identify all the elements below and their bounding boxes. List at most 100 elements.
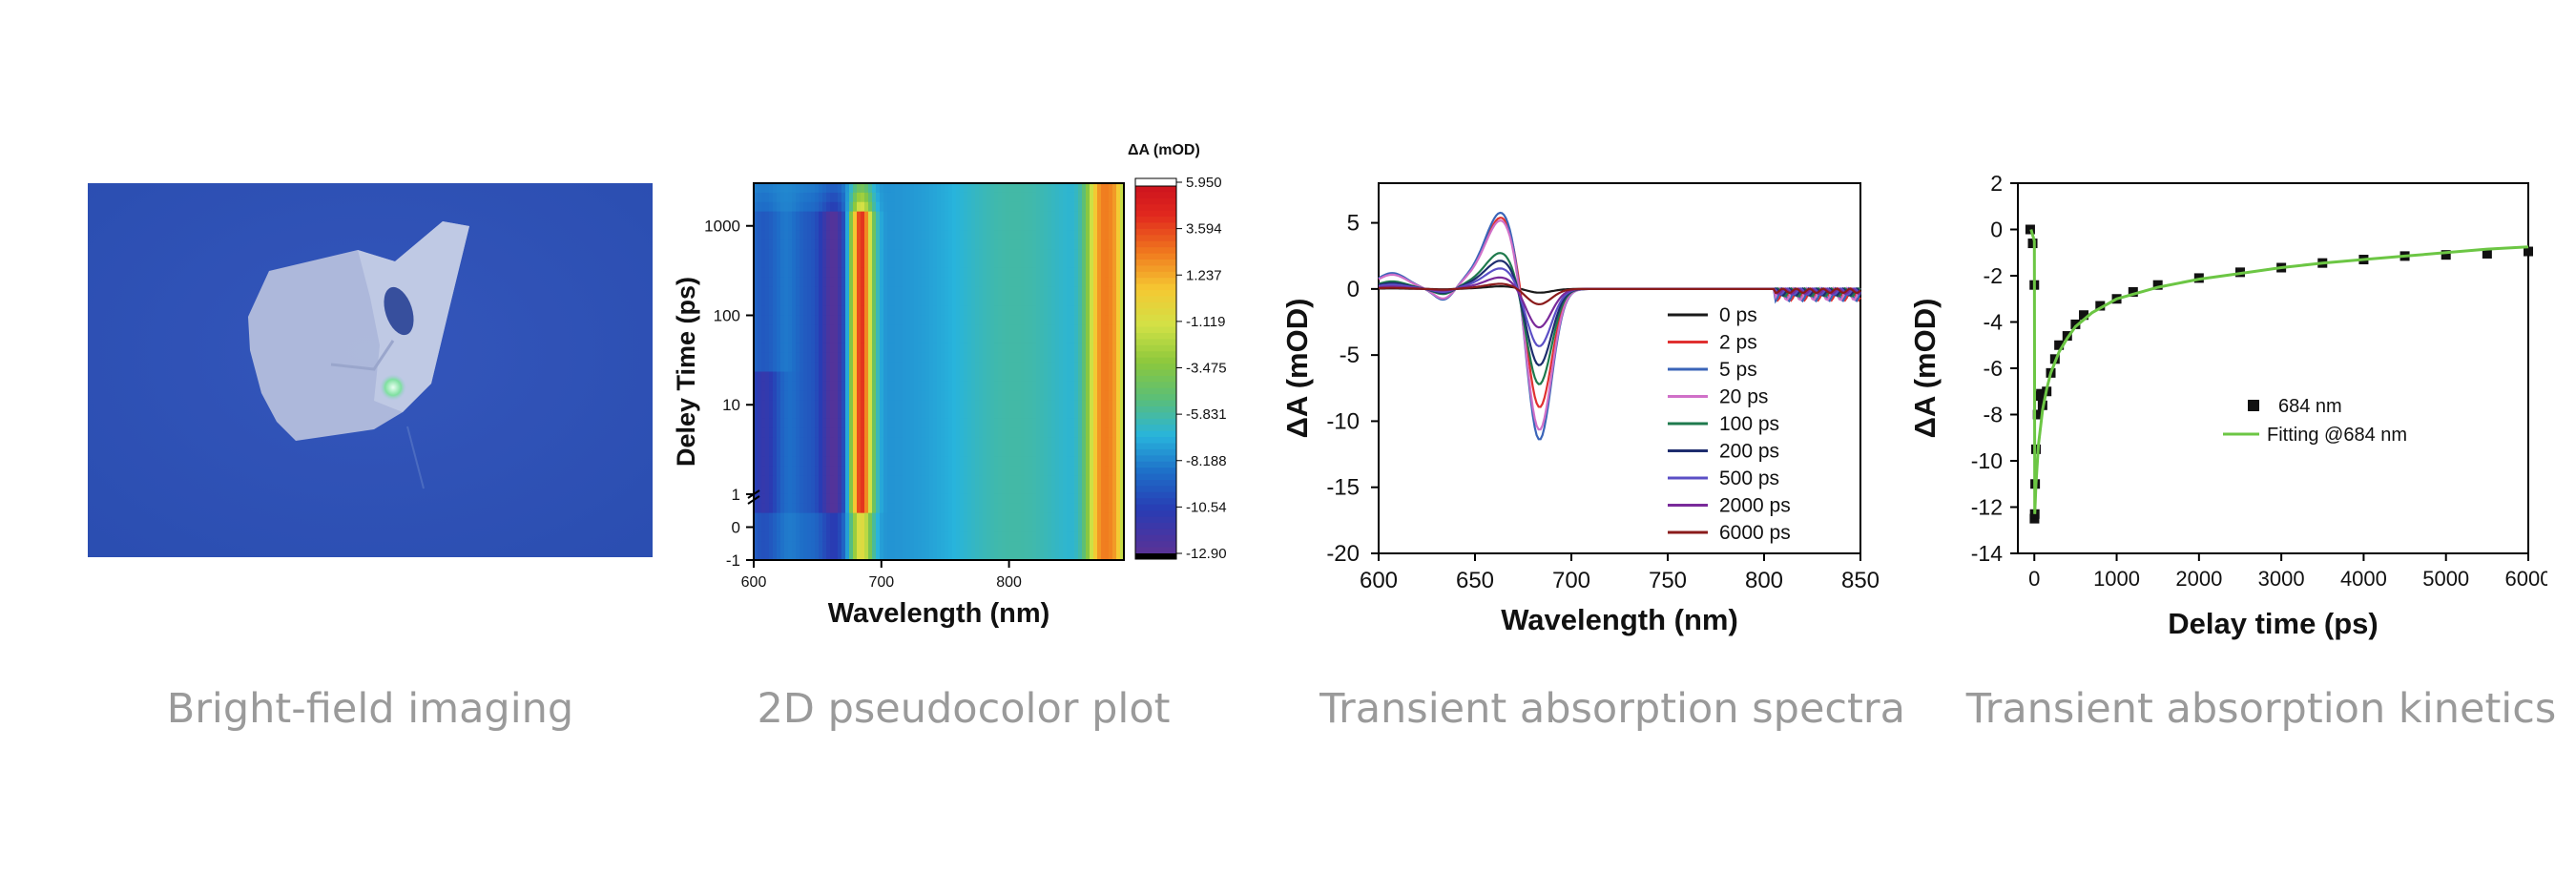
heatmap-cell xyxy=(1120,352,1125,364)
heatmap-cell xyxy=(945,239,949,250)
heatmap-cell xyxy=(853,343,858,354)
heatmap-cell xyxy=(922,418,926,429)
data-point xyxy=(2524,246,2533,257)
heatmap-cell xyxy=(979,551,984,561)
heatmap-cell xyxy=(796,522,800,532)
heatmap-cell xyxy=(1025,437,1029,448)
heatmap-cell xyxy=(1025,249,1029,260)
heatmap-cell xyxy=(864,211,869,222)
heatmap-cell xyxy=(1112,466,1117,476)
heatmap-cell xyxy=(754,503,758,514)
heatmap-cell xyxy=(910,352,915,364)
heatmap-cell xyxy=(983,343,987,354)
heatmap-cell xyxy=(769,522,774,532)
heatmap-cell xyxy=(761,362,766,373)
heatmap-cell xyxy=(929,512,934,524)
heatmap-cell xyxy=(967,475,972,486)
heatmap-cell xyxy=(1109,427,1113,439)
heatmap-cell xyxy=(788,418,793,429)
heatmap-cell xyxy=(941,362,945,373)
heatmap-cell xyxy=(910,249,915,260)
heatmap-cell xyxy=(830,418,835,429)
heatmap-cell xyxy=(918,390,923,401)
heatmap-cell xyxy=(998,551,1003,561)
heatmap-cell xyxy=(872,230,877,240)
heatmap-cell xyxy=(1070,230,1075,240)
heatmap-cell xyxy=(830,343,835,354)
heatmap-cell xyxy=(987,296,991,306)
heatmap-cell xyxy=(945,192,949,203)
heatmap-cell xyxy=(922,192,926,203)
heatmap-cell xyxy=(876,192,881,203)
heatmap-cell xyxy=(990,447,995,457)
heatmap-cell xyxy=(876,427,881,439)
heatmap-cell xyxy=(830,324,835,335)
heatmap-cell xyxy=(800,192,804,203)
heatmap-cell xyxy=(1044,418,1049,429)
heatmap-cell xyxy=(1086,437,1091,448)
heatmap-cell xyxy=(876,352,881,364)
heatmap-cell xyxy=(948,230,953,240)
heatmap-cell xyxy=(948,381,953,391)
heatmap-cell xyxy=(891,418,896,429)
heatmap-cell xyxy=(1116,493,1121,505)
heatmap-cell xyxy=(1040,503,1045,514)
heatmap-cell xyxy=(895,475,900,486)
heatmap-cell xyxy=(819,456,823,467)
heatmap-cell xyxy=(1028,512,1033,524)
heatmap-cell xyxy=(895,456,900,467)
heatmap-cell xyxy=(983,315,987,325)
y-axis-title: Deley Time (ps) xyxy=(672,277,700,467)
heatmap-cell xyxy=(1006,427,1010,439)
heatmap-cell xyxy=(864,267,869,279)
heatmap-cell xyxy=(906,259,911,269)
heatmap-cell xyxy=(788,239,793,250)
heatmap-cell xyxy=(1074,334,1079,344)
heatmap-cell xyxy=(956,362,961,373)
heatmap-cell xyxy=(1090,381,1094,391)
heatmap-cell xyxy=(861,343,865,354)
heatmap-cell xyxy=(769,390,774,401)
heatmap-cell xyxy=(1090,390,1094,401)
heatmap-cell xyxy=(914,343,919,354)
heatmap-cell xyxy=(1074,400,1079,410)
heatmap-cell xyxy=(1059,409,1064,420)
heatmap-cell xyxy=(845,371,850,382)
heatmap-cell xyxy=(1105,183,1110,194)
heatmap-cell xyxy=(914,352,919,364)
colorbar-segment xyxy=(1135,197,1176,205)
heatmap-cell xyxy=(971,305,976,316)
heatmap-cell xyxy=(1074,286,1079,298)
heatmap-cell xyxy=(1067,381,1071,391)
heatmap-cell xyxy=(800,456,804,467)
heatmap-cell xyxy=(822,512,827,524)
heatmap-cell xyxy=(1070,371,1075,382)
heatmap-cell xyxy=(918,239,923,250)
heatmap-cell xyxy=(1040,211,1045,222)
heatmap-cell xyxy=(1044,183,1049,194)
heatmap-cell xyxy=(815,512,820,524)
heatmap-cell xyxy=(1028,390,1033,401)
heatmap-cell xyxy=(841,418,846,429)
heatmap-cell xyxy=(861,400,865,410)
heatmap-cell xyxy=(826,409,831,420)
heatmap-cell xyxy=(1048,296,1052,306)
colorbar-overflow xyxy=(1134,177,1177,187)
heatmap-cell xyxy=(994,183,999,194)
heatmap-cell xyxy=(1002,286,1007,298)
heatmap-cell xyxy=(1013,211,1018,222)
heatmap-cell xyxy=(780,400,785,410)
heatmap-cell xyxy=(876,493,881,505)
heatmap-cell xyxy=(815,541,820,551)
colorbar-segment xyxy=(1135,364,1176,371)
heatmap-cell xyxy=(941,220,945,231)
heatmap-cell xyxy=(853,437,858,448)
heatmap-cell xyxy=(849,381,854,391)
heatmap-cell xyxy=(822,447,827,457)
heatmap-cell xyxy=(1082,201,1087,213)
heatmap-cell xyxy=(895,503,900,514)
colorbar-segment xyxy=(1135,228,1176,236)
colorbar-segment xyxy=(1135,351,1176,359)
heatmap-cell xyxy=(1036,277,1041,288)
heatmap-cell xyxy=(883,512,888,524)
